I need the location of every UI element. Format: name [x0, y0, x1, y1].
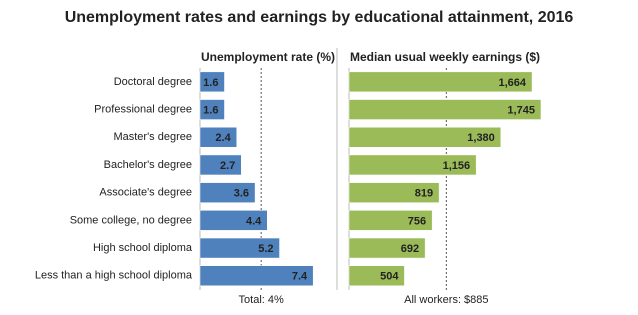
- chart-title: Unemployment rates and earnings by educa…: [65, 9, 574, 26]
- bar: [348, 237, 426, 259]
- bar: [199, 154, 242, 176]
- data-label: 1,664: [499, 77, 527, 89]
- data-label: 5.2: [258, 243, 273, 255]
- data-label: 756: [408, 215, 426, 227]
- panel-title: Median usual weekly earnings ($): [350, 50, 540, 64]
- data-label: 2.7: [220, 160, 235, 172]
- bar: [348, 99, 542, 120]
- category-label: Associate's degree: [99, 187, 192, 199]
- bar: [199, 71, 225, 93]
- bar: [348, 127, 502, 148]
- bar: [199, 237, 280, 259]
- data-label: 819: [415, 188, 433, 200]
- category-label: Master's degree: [113, 131, 192, 143]
- data-label: 4.4: [246, 215, 262, 227]
- data-label: 504: [380, 271, 399, 283]
- data-label: 7.4: [292, 271, 308, 283]
- bar: [348, 71, 533, 93]
- bar: [199, 127, 237, 148]
- category-label: Less than a high school diploma: [35, 270, 193, 282]
- category-label: Some college, no degree: [70, 214, 192, 226]
- data-label: 1,156: [443, 160, 471, 172]
- bar: [199, 99, 225, 120]
- reference-label: All workers: $885: [404, 294, 488, 306]
- category-label: Professional degree: [94, 103, 192, 115]
- data-label: 2.4: [215, 132, 231, 144]
- category-label: Bachelor's degree: [104, 159, 192, 171]
- bar: [348, 265, 405, 286]
- bar: [348, 154, 477, 176]
- data-label: 3.6: [234, 188, 249, 200]
- bar: [348, 210, 433, 231]
- data-label: 692: [401, 243, 419, 255]
- data-label: 1.6: [203, 77, 218, 89]
- reference-label: Total: 4%: [239, 294, 284, 306]
- category-label: Doctoral degree: [114, 76, 192, 88]
- data-label: 1.6: [203, 104, 218, 116]
- data-label: 1,380: [467, 132, 495, 144]
- category-label: High school diploma: [93, 242, 193, 254]
- bar: [348, 182, 440, 203]
- panel-title: Unemployment rate (%): [201, 50, 335, 64]
- data-label: 1,745: [507, 104, 535, 116]
- bar: [199, 265, 314, 286]
- bar: [199, 210, 268, 231]
- bar: [199, 182, 256, 203]
